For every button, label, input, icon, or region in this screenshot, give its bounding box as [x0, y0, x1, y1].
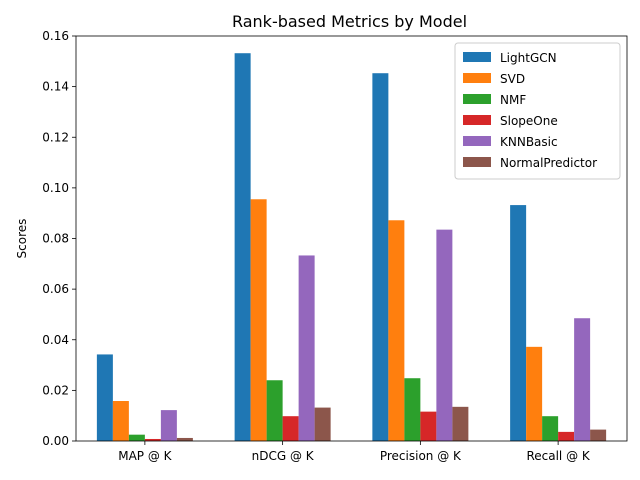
bar-svd-4 [526, 346, 543, 441]
bar-knnbasic-1 [160, 410, 177, 441]
y-tick-label: 0.02 [42, 383, 69, 397]
bar-normalpredictor-3 [452, 406, 469, 441]
bar-knnbasic-3 [436, 229, 453, 441]
legend-swatch [463, 73, 491, 83]
bar-nmf-1 [128, 434, 145, 441]
bar-lightgcn-1 [96, 354, 113, 441]
bar-svd-1 [112, 401, 129, 441]
plot-frame [75, 35, 628, 442]
bar-slopeone-3 [420, 411, 437, 441]
legend-label: NormalPredictor [500, 156, 597, 170]
legend-label: LightGCN [500, 51, 557, 65]
bar-nmf-2 [266, 380, 283, 441]
y-tick-label: 0.00 [42, 434, 69, 448]
x-tick-label: nDCG @ K [252, 449, 315, 463]
legend-label: SVD [500, 72, 525, 86]
bar-nmf-3 [404, 378, 421, 441]
legend-swatch [463, 94, 491, 104]
bar-normalpredictor-4 [590, 429, 607, 441]
legend-swatch [463, 115, 491, 125]
bar-lightgcn-2 [234, 53, 251, 442]
legend-box [454, 42, 621, 180]
y-tick-label: 0.06 [42, 282, 69, 296]
legend-label: NMF [500, 93, 526, 107]
legend-label: KNNBasic [500, 135, 558, 149]
legend-swatch [463, 52, 491, 62]
bar-knnbasic-2 [298, 255, 315, 441]
x-tick-label: Recall @ K [526, 449, 590, 463]
bar-slopeone-4 [558, 431, 575, 441]
y-axis-label: Scores [15, 219, 29, 259]
legend-label: SlopeOne [500, 114, 558, 128]
bar-normalpredictor-2 [314, 407, 331, 441]
y-tick-label: 0.04 [42, 333, 69, 347]
y-axis: 0.00 0.02 0.04 0.06 0.08 0.10 0.12 0.14 0.16 [42, 29, 76, 448]
x-tick-label: Precision @ K [380, 449, 462, 463]
y-tick-label: 0.14 [42, 80, 69, 94]
y-tick-label: 0.10 [42, 181, 69, 195]
bar-svd-3 [388, 220, 405, 441]
legend-swatch [463, 157, 491, 167]
bar-lightgcn-4 [510, 205, 527, 441]
bar-slopeone-2 [282, 416, 299, 441]
x-tick-label: MAP @ K [118, 449, 172, 463]
bar-knnbasic-4 [574, 318, 591, 441]
bar-nmf-4 [542, 416, 559, 441]
x-axis: MAP @ K nDCG @ K Precision @ K Recall @ K [118, 441, 591, 463]
bar-svd-2 [250, 199, 267, 441]
bars-group [96, 53, 607, 442]
legend-swatch [463, 136, 491, 146]
chart-title: Rank-based Metrics by Model [232, 12, 467, 31]
legend: LightGCN SVD NMF SlopeOne KNNBasic NormalPred… [454, 42, 621, 180]
y-tick-label: 0.08 [42, 232, 69, 246]
bar-normalpredictor-1 [176, 437, 193, 441]
bar-slopeone-1 [144, 438, 161, 441]
y-tick-label: 0.16 [42, 29, 69, 43]
y-tick-label: 0.12 [42, 130, 69, 144]
bar-lightgcn-3 [372, 73, 389, 441]
